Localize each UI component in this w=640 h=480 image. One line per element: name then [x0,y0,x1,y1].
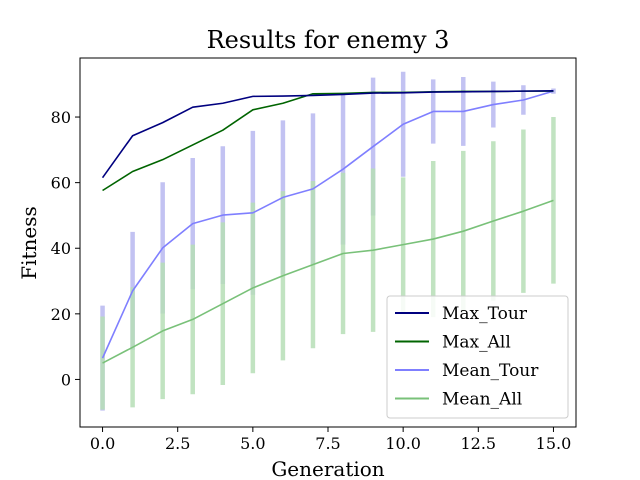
legend-label-max-tour: Max_Tour [442,304,528,324]
series-line-mean-all [102,199,554,364]
chart-title: Results for enemy 3 [207,26,450,54]
series-line-max-tour [101,90,554,179]
x-axis: 0.0 2.5 5.0 7.5 10.0 12.5 15.0 [90,427,571,453]
x-tick-label: 7.5 [315,434,340,453]
legend-label-mean-tour: Mean_Tour [442,361,539,381]
chart-legend: Max_Tour Max_All Mean_Tour Mean_All [386,295,569,419]
legend-label-max-all: Max_All [442,333,511,353]
y-tick-label: 80 [51,108,71,127]
x-tick-label: 15.0 [536,434,572,453]
legend-label-mean-all: Mean_All [442,390,522,410]
series-line-layer [101,90,554,364]
x-tick-label: 12.5 [460,434,496,453]
x-axis-label: Generation [271,457,384,480]
x-tick-label: 5.0 [240,434,265,453]
y-tick-label: 20 [51,305,71,324]
y-axis-label: Fitness [17,206,41,280]
x-tick-label: 0.0 [90,434,115,453]
y-axis: 0 20 40 60 80 [51,108,80,389]
y-tick-label: 60 [51,174,71,193]
legend-box [386,295,569,419]
x-tick-label: 2.5 [165,434,190,453]
series-line-mean-tour [101,90,554,359]
y-tick-label: 40 [51,239,71,258]
y-tick-label: 0 [61,370,71,389]
x-tick-label: 10.0 [385,434,421,453]
